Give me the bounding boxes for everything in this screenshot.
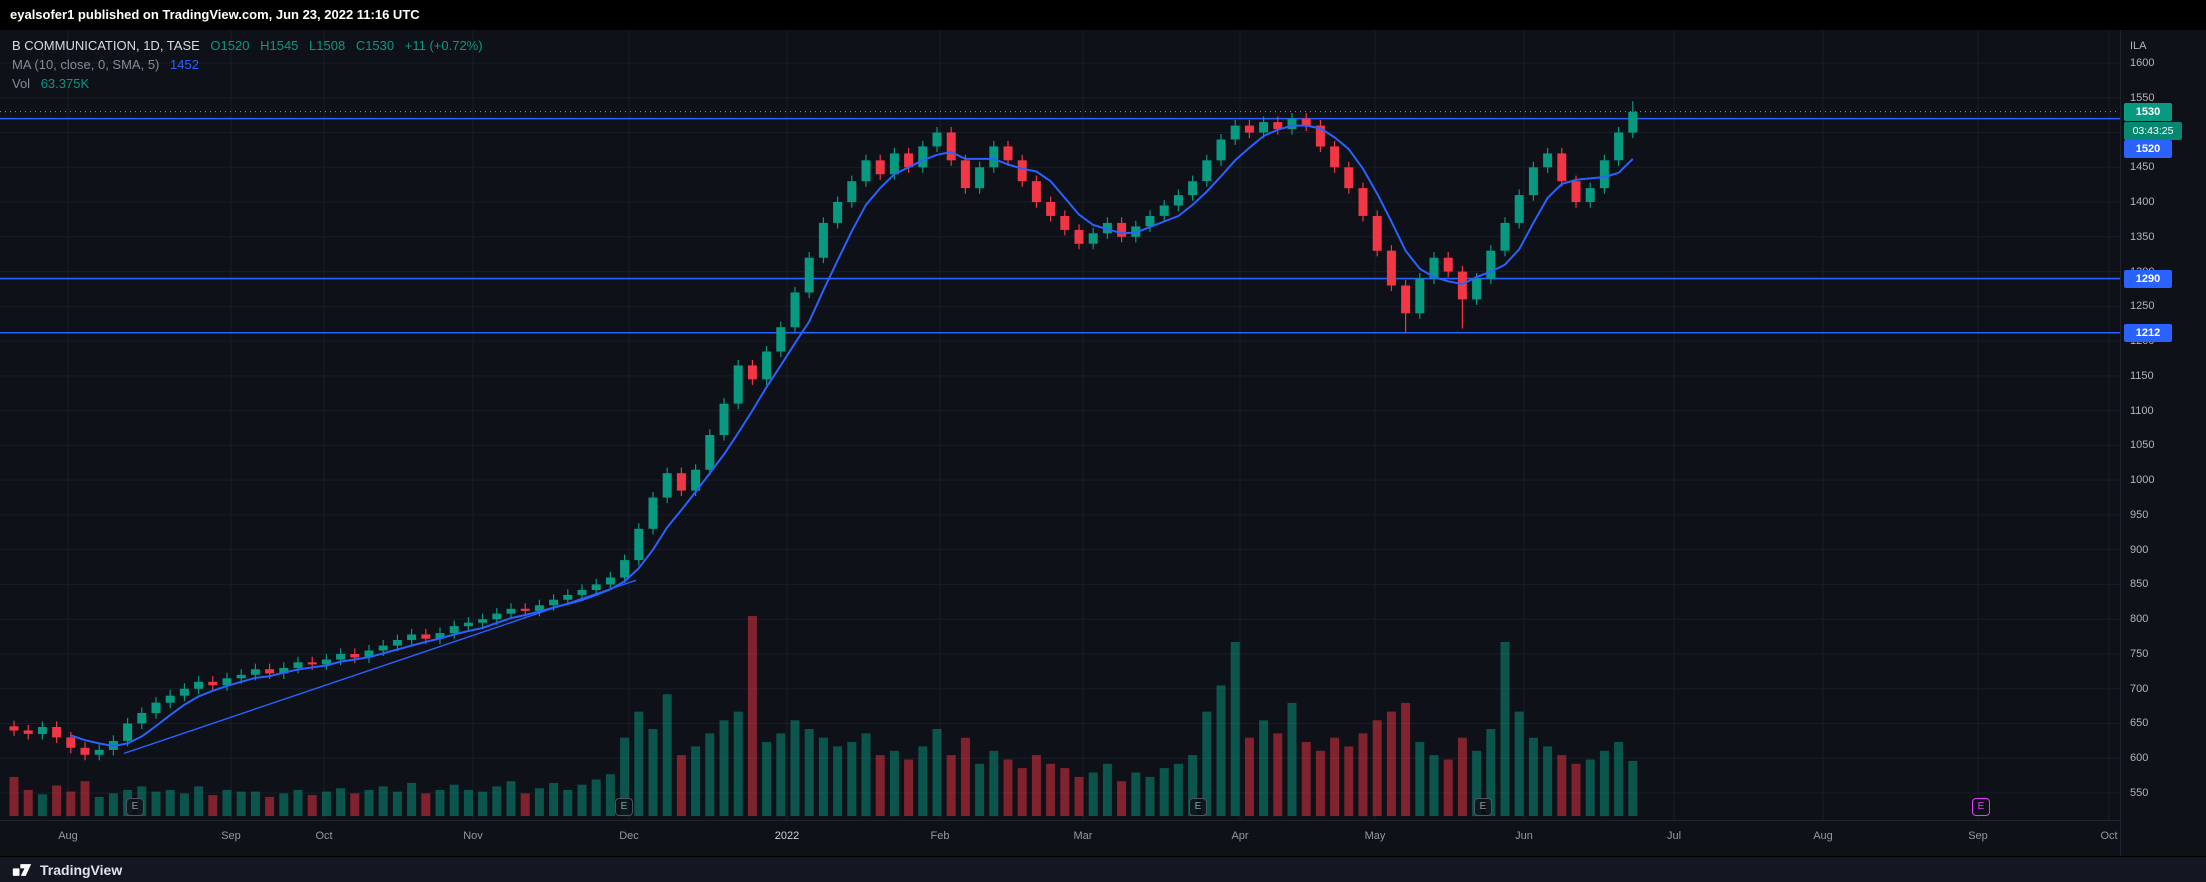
- price-tick: 750: [2130, 647, 2149, 660]
- price-axis[interactable]: ILA 160015501500145014001350130012501200…: [2120, 30, 2206, 856]
- ma-indicator-label[interactable]: MA (10, close, 0, SMA, 5): [12, 57, 160, 72]
- price-tick: 1600: [2130, 57, 2155, 69]
- price-tick: 800: [2130, 613, 2149, 626]
- price-tick: 700: [2130, 682, 2149, 695]
- time-axis-month-label: 2022: [774, 830, 800, 842]
- hline-price-label: 1290: [2124, 269, 2172, 288]
- price-tick: 550: [2130, 787, 2149, 799]
- earnings-marker[interactable]: E: [615, 798, 633, 816]
- time-axis-month-label: Oct: [315, 830, 333, 842]
- change-value: +11 (+0.72%): [404, 38, 483, 53]
- price-tick: 900: [2130, 543, 2149, 556]
- time-axis-month-label: Aug: [58, 830, 78, 842]
- time-axis-month-label: Feb: [930, 830, 950, 842]
- time-axis-month-label: Sep: [1968, 830, 1988, 842]
- tradingview-logo-icon: [12, 863, 32, 876]
- time-axis-month-label: Sep: [221, 830, 241, 842]
- time-axis-month-label: May: [1364, 830, 1386, 842]
- price-tick: 1000: [2130, 474, 2155, 487]
- time-axis-month-label: Aug: [1813, 830, 1833, 842]
- time-axis-month-label: Oct: [2100, 830, 2118, 842]
- open-value: O1520: [210, 38, 250, 53]
- time-axis-month-label: Jul: [1666, 830, 1682, 842]
- time-axis-month-label: Dec: [619, 830, 639, 842]
- symbol-title[interactable]: B COMMUNICATION, 1D, TASE: [12, 38, 200, 53]
- high-value: H1545: [260, 38, 299, 53]
- publish-info-bar: eyalsofer1 published on TradingView.com,…: [0, 0, 2206, 30]
- chart-legend: B COMMUNICATION, 1D, TASE O1520 H1545 L1…: [12, 36, 490, 93]
- earnings-marker[interactable]: E: [1189, 798, 1207, 816]
- price-tick: 1100: [2130, 404, 2154, 417]
- price-tick: 1150: [2130, 369, 2154, 382]
- currency-label: ILA: [2130, 40, 2147, 52]
- ma-value: 1452: [170, 57, 199, 72]
- price-tick: 1350: [2130, 230, 2155, 243]
- earnings-marker[interactable]: E: [1474, 798, 1492, 816]
- brand-name[interactable]: TradingView: [40, 861, 123, 878]
- close-value: C1530: [355, 38, 395, 53]
- volume-indicator-label[interactable]: Vol: [12, 76, 31, 91]
- last-price-label: 1530: [2124, 102, 2172, 121]
- price-tick: 600: [2130, 752, 2149, 765]
- time-axis-month-label: Apr: [1231, 830, 1249, 842]
- price-tick: 850: [2130, 578, 2149, 591]
- hline-price-label: 1212: [2124, 323, 2172, 342]
- price-tick: 650: [2130, 717, 2149, 730]
- earnings-marker[interactable]: E: [1972, 798, 1990, 816]
- low-value: L1508: [309, 38, 346, 53]
- footer-bar: TradingView: [0, 856, 2206, 882]
- price-tick: 1050: [2130, 439, 2155, 452]
- price-tick: 1450: [2130, 161, 2155, 174]
- countdown-label: 03:43:25: [2124, 121, 2182, 140]
- time-axis[interactable]: Aug Sep Oct Nov Dec 2022 Feb Mar Apr May Jun Jul Aug…: [0, 820, 2120, 857]
- publish-info-text: eyalsofer1 published on TradingView.com,…: [10, 7, 420, 22]
- time-axis-month-label: Nov: [463, 830, 483, 842]
- earnings-marker[interactable]: E: [126, 798, 144, 816]
- price-tick: 1550: [2130, 91, 2155, 104]
- price-tick: 950: [2130, 508, 2149, 521]
- tradingview-logo[interactable]: [12, 860, 32, 880]
- time-axis-month-label: Jun: [1515, 830, 1533, 842]
- price-tick: 1400: [2130, 196, 2155, 209]
- hline-price-label: 1520: [2124, 139, 2172, 158]
- price-tick: 1250: [2130, 300, 2155, 313]
- time-axis-month-label: Mar: [1073, 830, 1093, 842]
- volume-value: 63.375K: [40, 76, 90, 91]
